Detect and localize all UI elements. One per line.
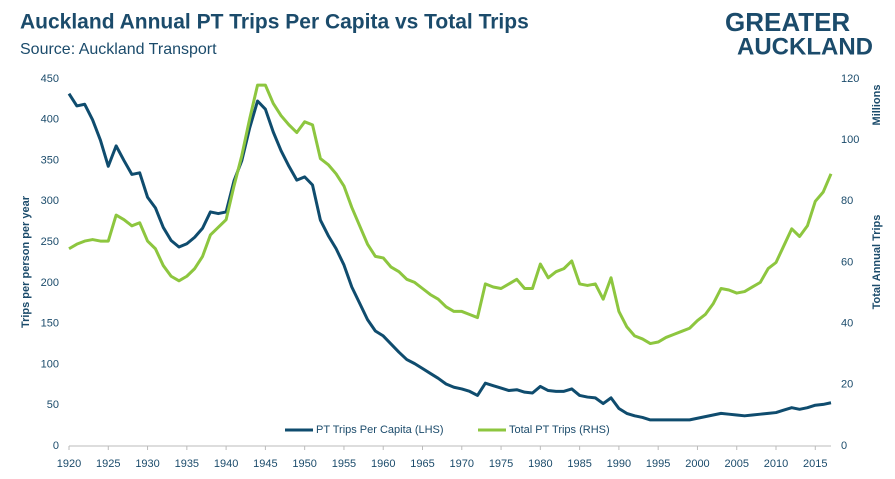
chart-title: Auckland Annual PT Trips Per Capita vs T… xyxy=(20,11,529,34)
legend-label: Total PT Trips (RHS) xyxy=(509,424,610,436)
x-tick-label: 1970 xyxy=(450,458,474,470)
y2-tick-label: 20 xyxy=(841,379,853,391)
y2-tick-label: 0 xyxy=(841,440,847,452)
x-tick-label: 1945 xyxy=(253,458,277,470)
x-tick-label: 1990 xyxy=(607,458,631,470)
x-tick-label: 1960 xyxy=(371,458,395,470)
y-tick-label: 450 xyxy=(41,73,59,85)
x-tick-label: 1955 xyxy=(332,458,356,470)
y-tick-label: 200 xyxy=(41,277,59,289)
y-axis-label: Trips per person per year xyxy=(20,195,32,328)
logo-top: GREATER xyxy=(725,7,850,37)
y2-tick-label: 100 xyxy=(841,134,859,146)
data-line xyxy=(68,83,833,346)
y2-tick-label: 60 xyxy=(841,256,853,268)
x-tick-label: 2000 xyxy=(685,458,709,470)
y-tick-label: 0 xyxy=(53,440,59,452)
legend-label: PT Trips Per Capita (LHS) xyxy=(316,424,444,436)
x-tick-label: 1930 xyxy=(135,458,159,470)
x-tick-label: 1975 xyxy=(489,458,513,470)
x-tick-label: 2015 xyxy=(803,458,827,470)
x-tick-label: 1980 xyxy=(528,458,552,470)
x-tick-label: 1995 xyxy=(646,458,670,470)
y-tick-label: 300 xyxy=(41,195,59,207)
logo-bottom: AUCKLAND xyxy=(737,33,873,60)
y-tick-label: 350 xyxy=(41,154,59,166)
chart-subtitle: Source: Auckland Transport xyxy=(20,41,217,58)
x-tick-label: 1940 xyxy=(214,458,238,470)
y-tick-label: 250 xyxy=(41,236,59,248)
x-tick-label: 1950 xyxy=(292,458,316,470)
y-tick-label: 50 xyxy=(47,399,59,411)
y2-tick-label: 120 xyxy=(841,73,859,85)
x-tick-label: 2010 xyxy=(764,458,788,470)
x-tick-label: 1925 xyxy=(96,458,120,470)
y2-axis-label: Total Annual Trips xyxy=(871,215,883,310)
data-line xyxy=(67,92,832,422)
x-tick-label: 2005 xyxy=(724,458,748,470)
y2-tick-label: 80 xyxy=(841,195,853,207)
y-tick-label: 150 xyxy=(41,318,59,330)
x-tick-label: 1965 xyxy=(410,458,434,470)
y-tick-label: 400 xyxy=(41,114,59,126)
y2-unit: Millions xyxy=(871,85,883,126)
x-tick-label: 1920 xyxy=(57,458,81,470)
x-tick-label: 1985 xyxy=(567,458,591,470)
x-tick-label: 1935 xyxy=(175,458,199,470)
y2-tick-label: 40 xyxy=(841,318,853,330)
y-tick-label: 100 xyxy=(41,358,59,370)
